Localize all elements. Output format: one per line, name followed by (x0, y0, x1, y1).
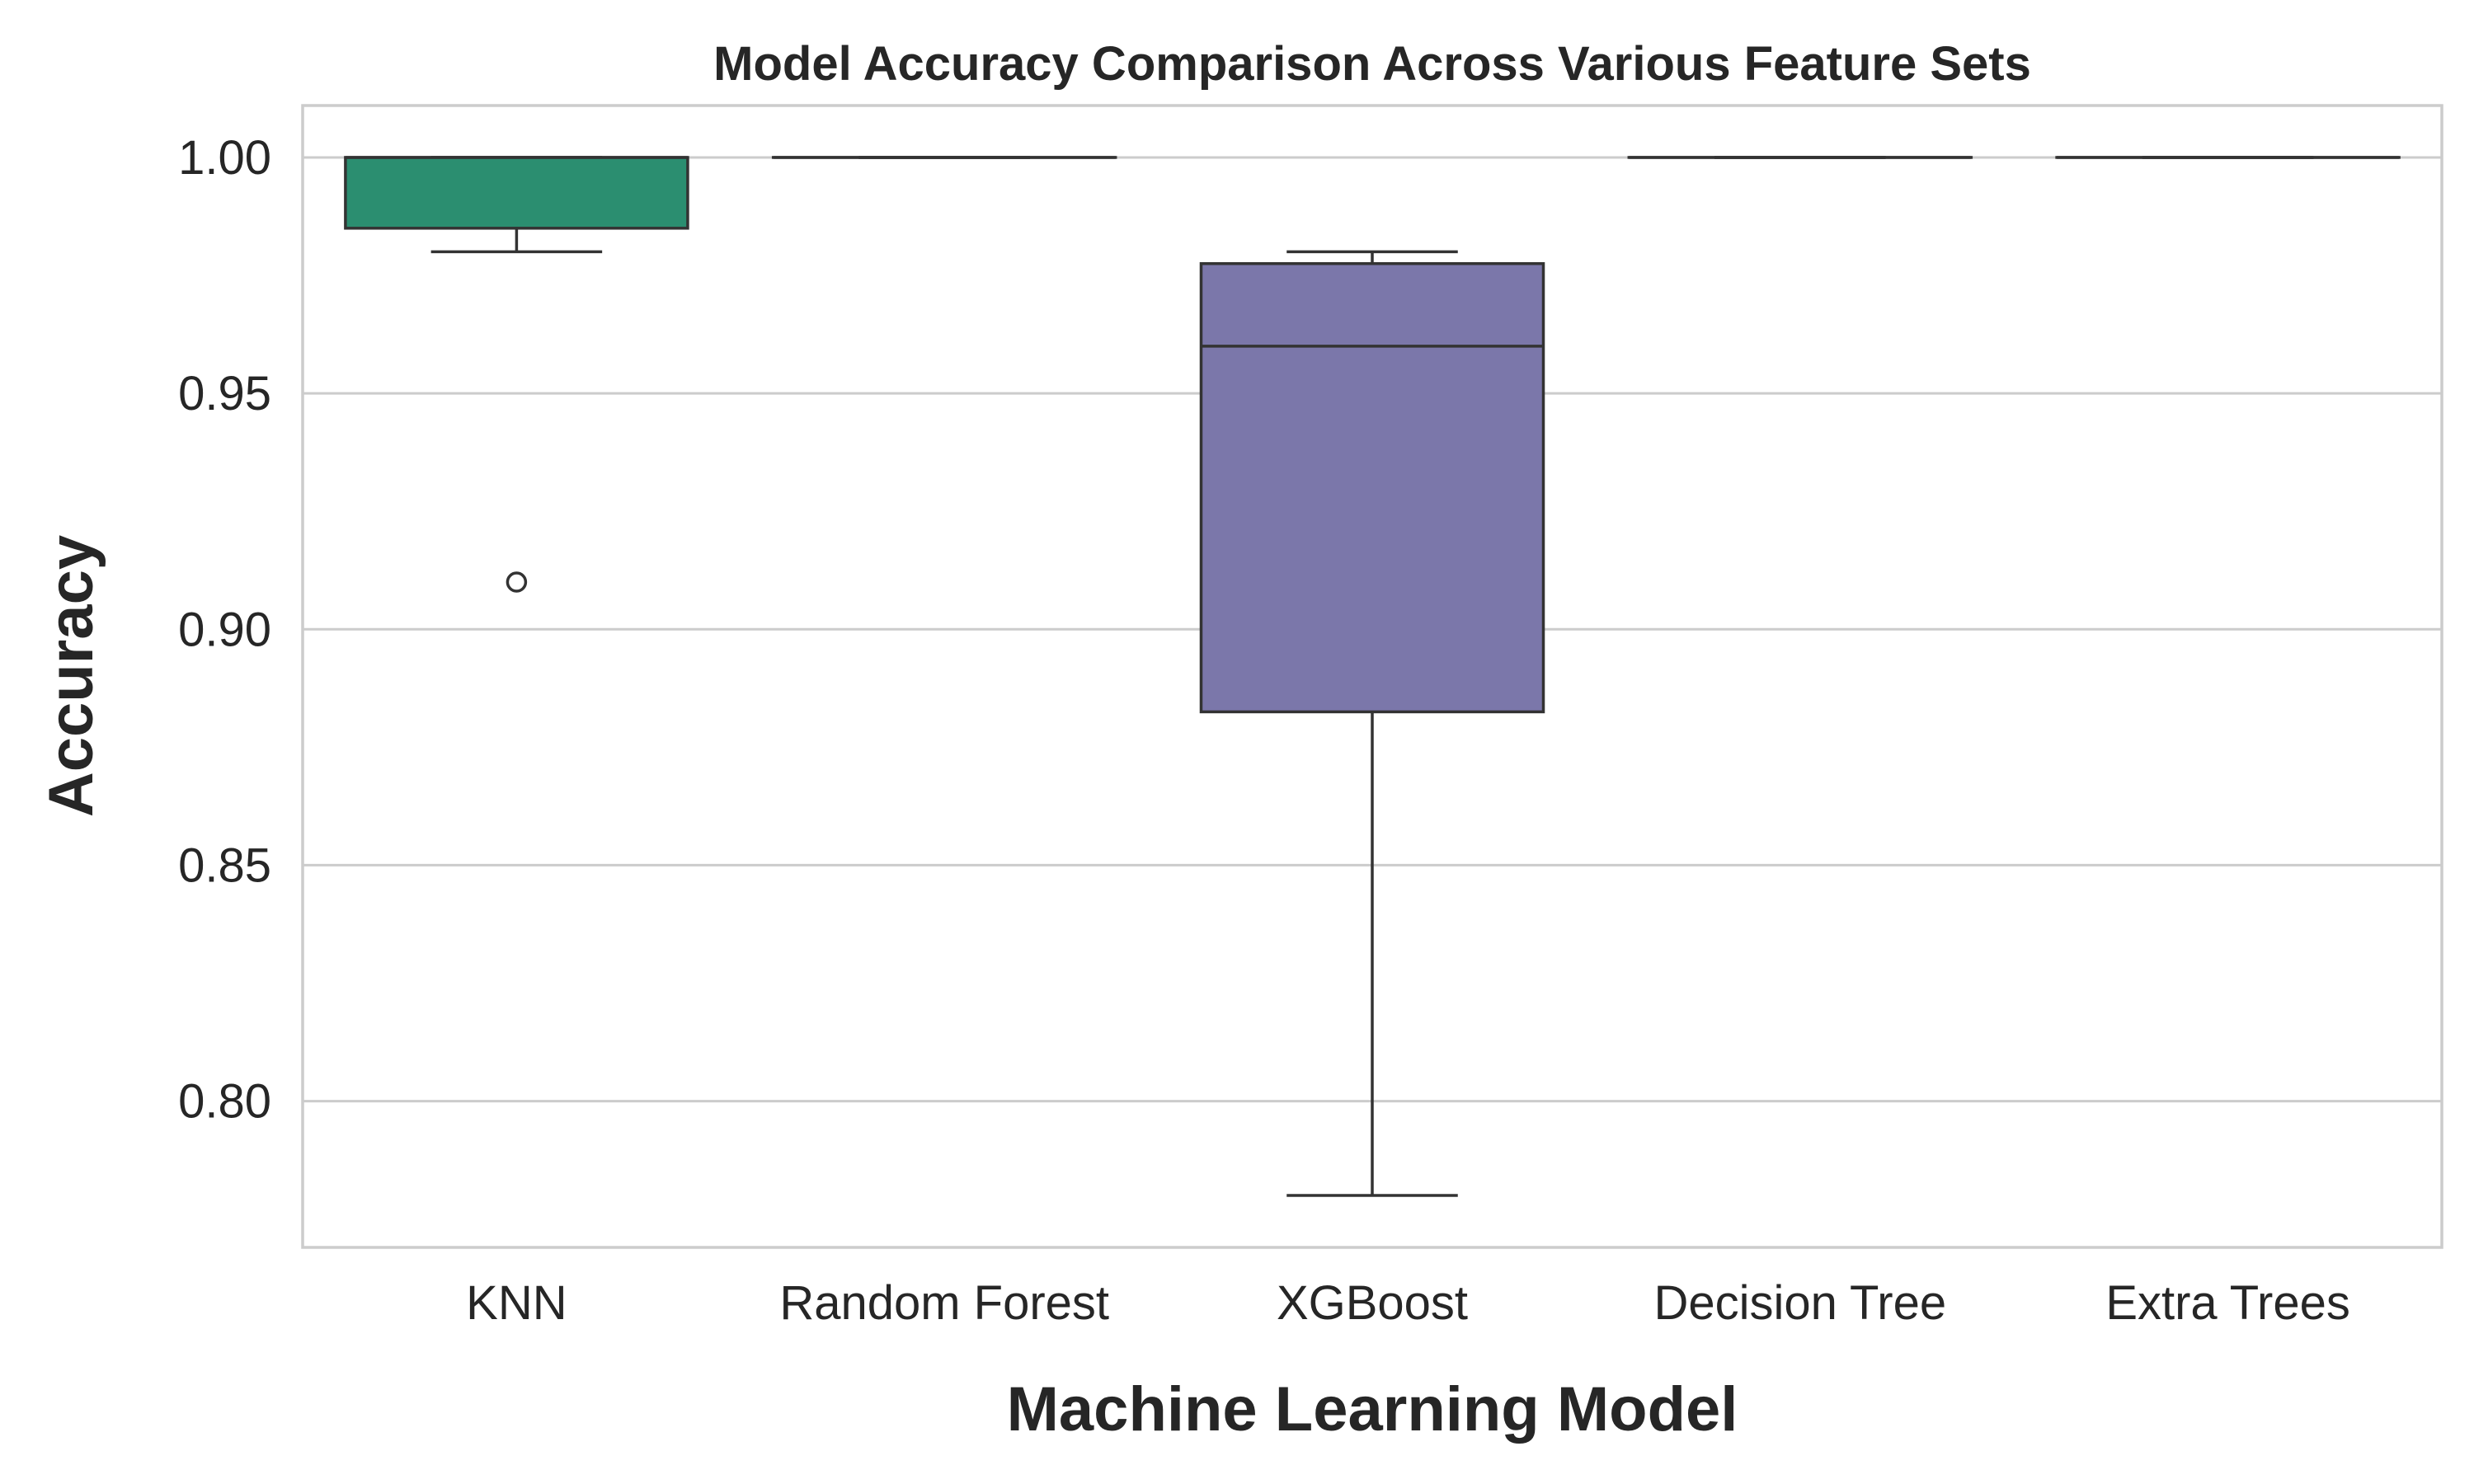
x-tick-labels: KNN Random Forest XGBoost Decision Tree Extr… (466, 1276, 2350, 1330)
box-xgboost (1199, 250, 1545, 1197)
iqr-box (344, 156, 689, 230)
plot-area-frame (301, 104, 2443, 1249)
x-tick-label: KNN (466, 1276, 567, 1330)
outlier-point (506, 571, 528, 593)
box-knn (344, 156, 689, 593)
x-tick-label: XGBoost (1277, 1276, 1468, 1330)
x-tick-label: Extra Trees (2105, 1276, 2350, 1330)
y-tick-label: 0.85 (178, 838, 271, 892)
y-tick-labels: 0.80 0.85 0.90 0.95 1.00 (178, 131, 271, 1129)
boxes-layer (344, 156, 2401, 1197)
y-tick-label: 1.00 (178, 131, 271, 185)
iqr-box (1199, 261, 1545, 714)
x-axis-label: Machine Learning Model (1007, 1374, 1738, 1444)
y-axis-label: Accuracy (36, 535, 106, 817)
y-tick-label: 0.90 (178, 603, 271, 656)
y-tick-label: 0.80 (178, 1075, 271, 1129)
chart-title: Model Accuracy Comparison Across Various… (713, 37, 2031, 91)
x-tick-label: Decision Tree (1653, 1276, 1946, 1330)
y-tick-label: 0.95 (178, 367, 271, 420)
x-tick-label: Random Forest (779, 1276, 1109, 1330)
